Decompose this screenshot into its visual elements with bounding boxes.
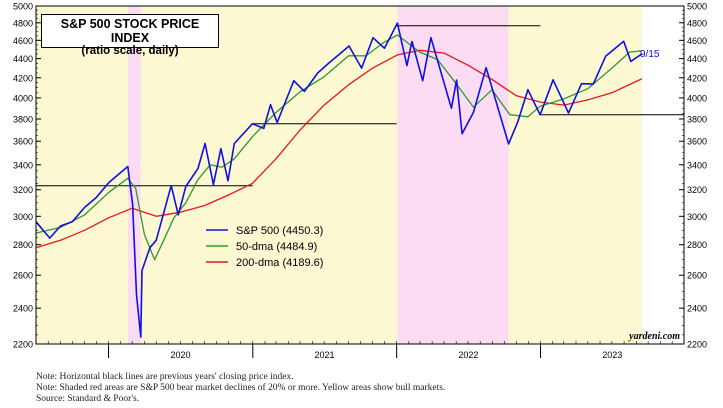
bull-market-shade-4	[508, 6, 642, 344]
y-tick-label-right-3400: 3400	[687, 160, 707, 170]
y-tick-label-left-3800: 3800	[13, 114, 33, 124]
bear-market-shade-3	[397, 6, 509, 344]
source-note: Source: Standard & Poor's.	[36, 394, 140, 404]
y-tick-label-right-4200: 4200	[687, 73, 707, 83]
y-tick-label-left-3200: 3200	[13, 185, 33, 195]
bull-market-shade-2	[140, 6, 398, 344]
title-box: S&P 500 STOCK PRICE INDEX (ratio scale, …	[41, 14, 219, 57]
y-tick-label-right-3000: 3000	[687, 212, 707, 222]
series-lines	[35, 22, 643, 338]
y-tick-label-left-2200: 2200	[13, 340, 33, 350]
legend-label-s-p-500-4450-3: S&P 500 (4450.3)	[236, 225, 323, 237]
y-tick-label-right-4800: 4800	[687, 18, 707, 28]
series-line-200-dma-4189-6	[35, 49, 643, 249]
chart-subtitle: (ratio scale, daily)	[81, 45, 179, 57]
x-tick-label-2022: 2022	[458, 350, 478, 360]
latest-date-label: 9/15	[640, 49, 660, 60]
x-tick-label-2021: 2021	[315, 350, 335, 360]
y-tick-label-left-4000: 4000	[13, 93, 33, 103]
note-horizontal-lines: Note: Horizontal black lines are previou…	[36, 372, 294, 382]
market-shading	[36, 6, 642, 344]
x-tick-label-2020: 2020	[170, 350, 190, 360]
y-tick-label-right-2400: 2400	[687, 304, 707, 314]
legend-label-50-dma-4484-9: 50-dma (4484.9)	[236, 241, 317, 253]
y-tick-label-right-4600: 4600	[687, 36, 707, 46]
y-tick-label-left-3400: 3400	[13, 160, 33, 170]
bear-market-shade-1	[127, 6, 141, 344]
y-tick-label-right-2800: 2800	[687, 240, 707, 250]
plot-frame	[35, 5, 685, 345]
y-tick-label-left-2600: 2600	[13, 271, 33, 281]
y-tick-label-right-5000: 5000	[687, 2, 707, 12]
y-tick-label-right-3800: 3800	[687, 114, 707, 124]
bull-market-shade-0	[36, 6, 128, 344]
y-tick-label-right-4000: 4000	[687, 93, 707, 103]
y-tick-label-right-3600: 3600	[687, 137, 707, 147]
y-tick-label-right-2200: 2200	[687, 340, 707, 350]
legend-label-200-dma-4189-6: 200-dma (4189.6)	[236, 257, 323, 269]
y-tick-label-left-5000: 5000	[13, 2, 33, 12]
y-tick-label-left-4600: 4600	[13, 36, 33, 46]
y-tick-label-left-3600: 3600	[13, 137, 33, 147]
y-tick-label-left-4400: 4400	[13, 54, 33, 64]
y-tick-label-left-4200: 4200	[13, 73, 33, 83]
series-line-50-dma-4484-9	[35, 34, 642, 261]
y-tick-label-left-3000: 3000	[13, 212, 33, 222]
y-tick-label-left-4800: 4800	[13, 18, 33, 28]
axes: 2200 2200 2400 2400 2600 2600 2800 2800 3000 3000…	[13, 2, 707, 361]
legend: S&P 500 (4450.3) 50-dma (4484.9) 200-dma (…	[206, 225, 323, 269]
chart-title: S&P 500 STOCK PRICE INDEX	[60, 17, 200, 45]
note-shaded-areas: Note: Shaded red areas are S&P 500 bear …	[36, 383, 446, 393]
y-tick-label-right-2600: 2600	[687, 271, 707, 281]
y-tick-label-left-2400: 2400	[13, 304, 33, 314]
reference-lines	[36, 25, 684, 187]
x-tick-label-2023: 2023	[602, 350, 622, 360]
y-tick-label-right-3200: 3200	[687, 185, 707, 195]
watermark: yardeni.com	[628, 331, 680, 342]
series-line-s-p-500-4450-3	[35, 22, 643, 338]
y-tick-label-left-2800: 2800	[13, 240, 33, 250]
y-tick-label-right-4400: 4400	[687, 54, 707, 64]
sp500-chart: 2200 2200 2400 2400 2600 2600 2800 2800 3000 3000…	[13, 2, 707, 361]
